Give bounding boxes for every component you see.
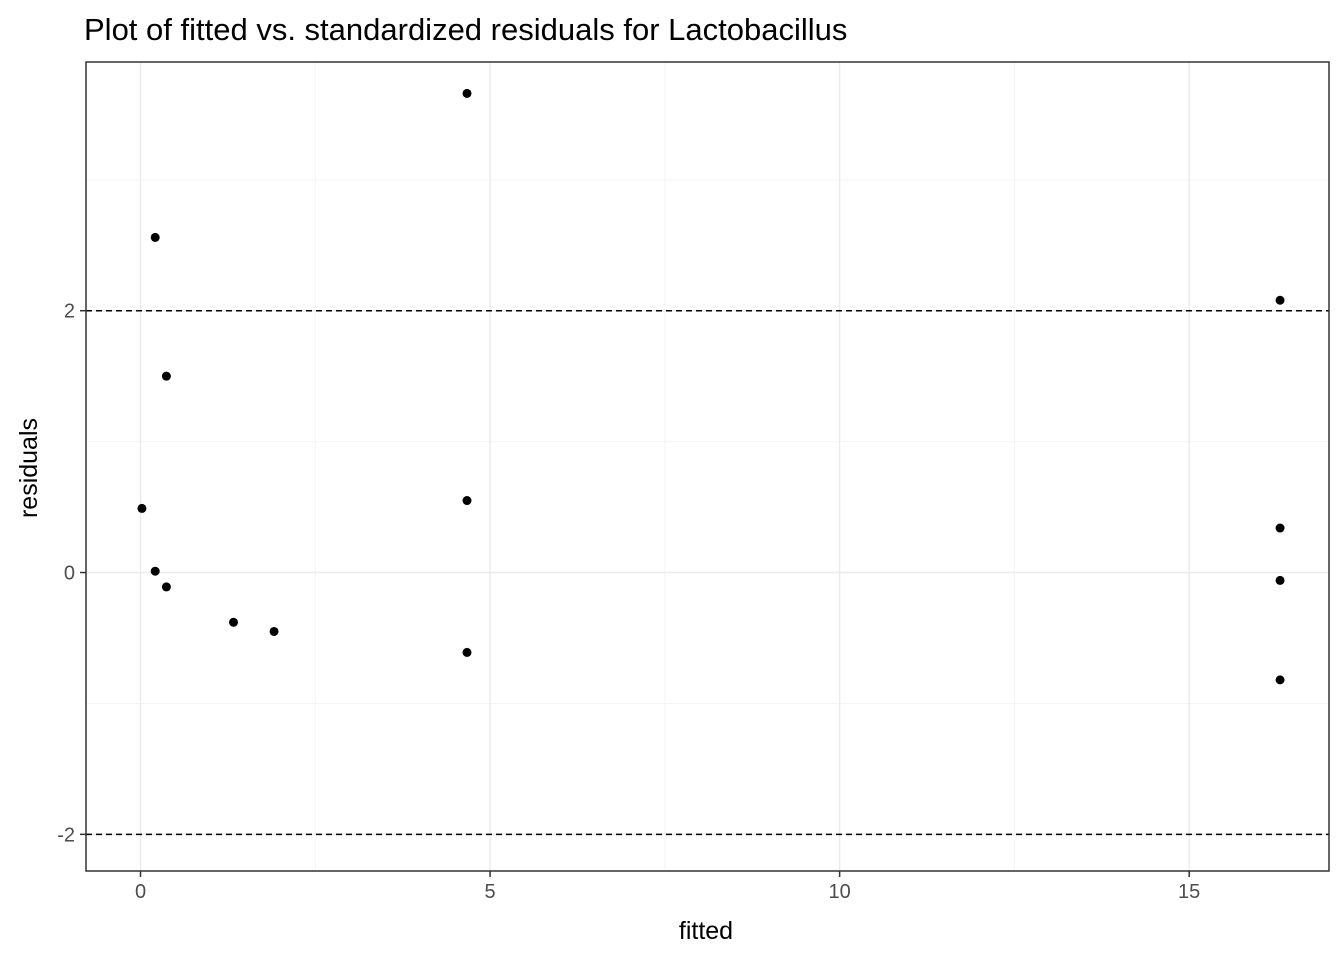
- data-point: [462, 88, 472, 98]
- reference-lines: [86, 309, 1329, 836]
- data-point: [1275, 575, 1285, 585]
- data-point: [462, 496, 472, 506]
- y-tick-label: 0: [64, 563, 75, 585]
- data-point: [1275, 295, 1285, 305]
- data-point: [161, 582, 171, 592]
- y-tick-label: 2: [64, 301, 75, 323]
- x-axis-title: fitted: [679, 917, 733, 945]
- data-point: [1275, 675, 1285, 685]
- panel-border: [85, 61, 1330, 872]
- x-tick-label: 10: [829, 881, 851, 903]
- y-axis-title: residuals: [15, 418, 43, 518]
- data-point: [462, 647, 472, 657]
- data-point: [150, 232, 160, 242]
- data-point: [229, 617, 239, 627]
- data-point: [150, 566, 160, 576]
- data-point: [137, 503, 147, 513]
- chart-title: Plot of fitted vs. standardized residual…: [84, 12, 847, 47]
- data-points: [137, 88, 1285, 685]
- axis-ticks: 0 5 10 15 -2 0 2: [57, 301, 1200, 903]
- y-tick-label: -2: [57, 824, 75, 846]
- data-point: [1275, 523, 1285, 533]
- x-tick-label: 0: [135, 881, 146, 903]
- data-point: [161, 371, 171, 381]
- x-tick-label: 15: [1178, 881, 1200, 903]
- x-tick-label: 5: [485, 881, 496, 903]
- data-point: [269, 626, 279, 636]
